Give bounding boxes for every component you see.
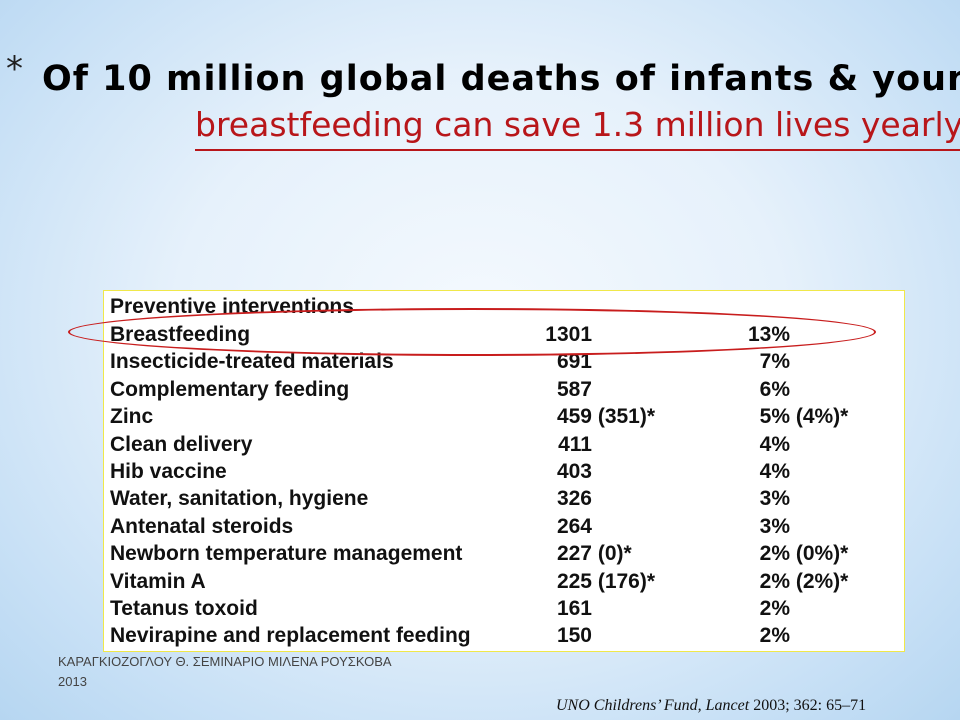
table-row: Tetanus toxoid 161 2% — [104, 595, 904, 622]
deaths-prevented-value: 587 — [556, 377, 592, 401]
citation-source: UNO Childrens’ Fund, Lancet — [556, 697, 750, 714]
deaths-prevented-value: 326 — [556, 487, 592, 511]
table-row: Newborn temperature management 227 (0)* 2%… — [104, 540, 904, 567]
footer-author: ΚΑΡΑΓΚΙΟΖΟΓΛΟΥ Θ. ΣΕΜΙΝΑΡΙΟ ΜΙΛΕΝΑ ΡΟΥΣΚ… — [58, 652, 392, 691]
intervention-name: Tetanus toxoid — [110, 597, 258, 620]
deaths-prevented-value: 403 — [556, 460, 592, 483]
title-bullet: * — [6, 49, 23, 89]
deaths-prevented-percent: 4% — [759, 432, 790, 456]
deaths-prevented-value: 227 (0)* — [556, 542, 632, 566]
deaths-prevented-percent: 2% (0%)* — [759, 542, 849, 566]
intervention-name: Water, sanitation, hygiene — [110, 487, 369, 511]
intervention-name: Vitamin A — [110, 569, 206, 593]
slide-subtitle: breastfeeding can save 1.3 million lives… — [195, 105, 960, 144]
footer-author-line1: ΚΑΡΑΓΚΙΟΖΟΓΛΟΥ Θ. ΣΕΜΙΝΑΡΙΟ ΜΙΛΕΝΑ ΡΟΥΣΚ… — [58, 654, 392, 669]
deaths-prevented-percent: 7% — [759, 350, 790, 374]
footer-author-line2: 2013 — [58, 673, 87, 689]
breastfeeding-highlight-oval — [68, 308, 876, 356]
deaths-prevented-percent: 6% — [759, 377, 790, 401]
table-row: Zinc 459 (351)* 5% (4%)* — [104, 403, 904, 430]
deaths-prevented-value: 161 — [556, 597, 592, 620]
table-row: Vitamin A 225 (176)* 2% (2%)* — [104, 568, 904, 595]
deaths-prevented-percent: 4% — [759, 460, 790, 483]
citation-reference: 2003; 362: 65–71 — [749, 697, 867, 714]
deaths-prevented-value: 411 — [558, 432, 592, 456]
deaths-prevented-value: 150 — [556, 624, 592, 648]
intervention-name: Newborn temperature management — [110, 542, 463, 566]
deaths-prevented-percent: 2% (2%)* — [759, 569, 849, 593]
intervention-name: Complementary feeding — [110, 377, 350, 401]
deaths-prevented-percent: 2% — [759, 624, 790, 648]
intervention-name: Hib vaccine — [110, 460, 227, 483]
intervention-name: Zinc — [110, 405, 154, 429]
deaths-prevented-percent: 3% — [759, 487, 790, 511]
intervention-name: Clean delivery — [110, 432, 253, 456]
table-row: Water, sanitation, hygiene 326 3% — [104, 485, 904, 512]
deaths-prevented-value: 691 — [556, 350, 592, 374]
table-row: Complementary feeding 587 6% — [104, 376, 904, 403]
table-row: Nevirapine and replacement feeding 150 2% — [104, 622, 904, 649]
deaths-prevented-percent: 3% — [759, 514, 790, 538]
deaths-prevented-value: 225 (176)* — [556, 569, 656, 593]
deaths-prevented-value: 459 (351)* — [556, 405, 656, 429]
slide-title: Of 10 million global deaths of infants &… — [42, 59, 960, 99]
table-row: Clean delivery 411 4% — [104, 431, 904, 458]
deaths-prevented-value: 264 — [556, 514, 592, 538]
table-row: Antenatal steroids 264 3% — [104, 513, 904, 540]
table-row: Hib vaccine 403 4% — [104, 458, 904, 485]
intervention-name: Nevirapine and replacement feeding — [110, 624, 471, 648]
deaths-prevented-percent: 2% — [759, 597, 790, 620]
intervention-name: Antenatal steroids — [110, 514, 294, 538]
intervention-name: Insecticide-treated materials — [110, 350, 394, 374]
subtitle-underline — [195, 149, 960, 151]
deaths-prevented-percent: 5% (4%)* — [759, 405, 849, 429]
citation: UNO Childrens’ Fund, Lancet 2003; 362: 6… — [556, 697, 866, 715]
table-row: Insecticide-treated materials 691 7% — [104, 348, 904, 375]
